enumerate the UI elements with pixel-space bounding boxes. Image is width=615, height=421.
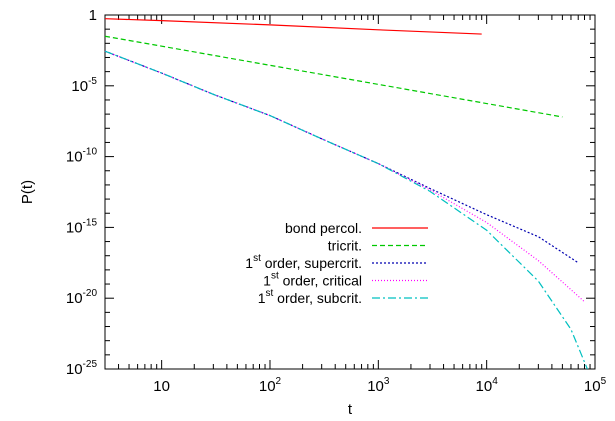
y-tick-label: 10-10 (66, 147, 98, 166)
y-tick-label-base: 10 (66, 361, 83, 378)
x-tick-label-sup: 3 (384, 376, 390, 387)
y-tick-label-sup: -5 (88, 76, 97, 87)
y-tick-label-base: 10 (66, 290, 83, 307)
y-tick-label: 10-25 (66, 359, 98, 378)
series-layer (104, 18, 588, 370)
y-tick-label-sup: -20 (83, 288, 98, 299)
legend-label-4-sup: st (266, 288, 274, 299)
series-line-4 (104, 50, 588, 370)
legend-label-1: tricrit. (328, 238, 362, 254)
x-tick-label: 103 (367, 376, 390, 395)
x-tick-label-base: 10 (153, 378, 170, 395)
legend-label-3-base: 1 (263, 273, 271, 289)
y-tick-label: 10-20 (66, 288, 98, 307)
legend-label-4-rest: order, subcrit. (273, 290, 362, 306)
x-tick-label: 104 (476, 376, 499, 395)
y-tick-label-base: 10 (66, 219, 83, 236)
plot-frame (104, 14, 596, 370)
legend-label-2: 1st order, supercrit. (245, 253, 362, 271)
y-tick-label: 10-15 (66, 217, 98, 236)
y-axis-label: P(t) (19, 180, 36, 204)
y-tick-label-base: 10 (66, 149, 83, 166)
legend-label-2-rest: order, supercrit. (261, 255, 362, 271)
series-line-3 (104, 50, 585, 303)
x-tick-label: 102 (259, 376, 282, 395)
legend-label-4-base: 1 (258, 290, 266, 306)
y-tick-label-base: 1 (89, 7, 97, 24)
x-tick-label-sup: 5 (601, 376, 607, 387)
x-tick-label-base: 10 (584, 378, 601, 395)
series-line-0 (104, 18, 482, 35)
legend-label-3: 1st order, critical (263, 271, 362, 289)
x-tick-label: 105 (584, 376, 607, 395)
x-tick-label-sup: 4 (492, 376, 498, 387)
x-tick-label-sup: 2 (276, 376, 282, 387)
y-tick-label: 10-5 (71, 76, 97, 95)
y-tick-label-sup: -10 (83, 147, 98, 158)
y-tick-label-sup: -15 (83, 217, 98, 228)
legend-label-0-base: bond percol. (285, 220, 362, 236)
y-tick-label-base: 10 (71, 78, 88, 95)
y-tick-label-sup: -25 (83, 359, 98, 370)
x-axis-label: t (348, 401, 353, 418)
legend-label-3-rest: order, critical (279, 273, 362, 289)
legend-label-0: bond percol. (285, 220, 362, 236)
legend-label-4: 1st order, subcrit. (258, 288, 362, 306)
series-line-1 (104, 35, 563, 118)
legend-label-1-base: tricrit. (328, 238, 362, 254)
x-tick-label: 10 (153, 378, 170, 395)
y-tick-label: 1 (89, 7, 97, 24)
x-tick-label-base: 10 (259, 378, 276, 395)
x-tick-label-base: 10 (476, 378, 493, 395)
legend: bond percol.tricrit.1st order, supercrit… (245, 220, 428, 306)
legend-label-2-base: 1 (245, 255, 253, 271)
legend-label-3-sup: st (271, 271, 279, 282)
legend-label-2-sup: st (253, 253, 261, 264)
x-tick-label-base: 10 (367, 378, 384, 395)
